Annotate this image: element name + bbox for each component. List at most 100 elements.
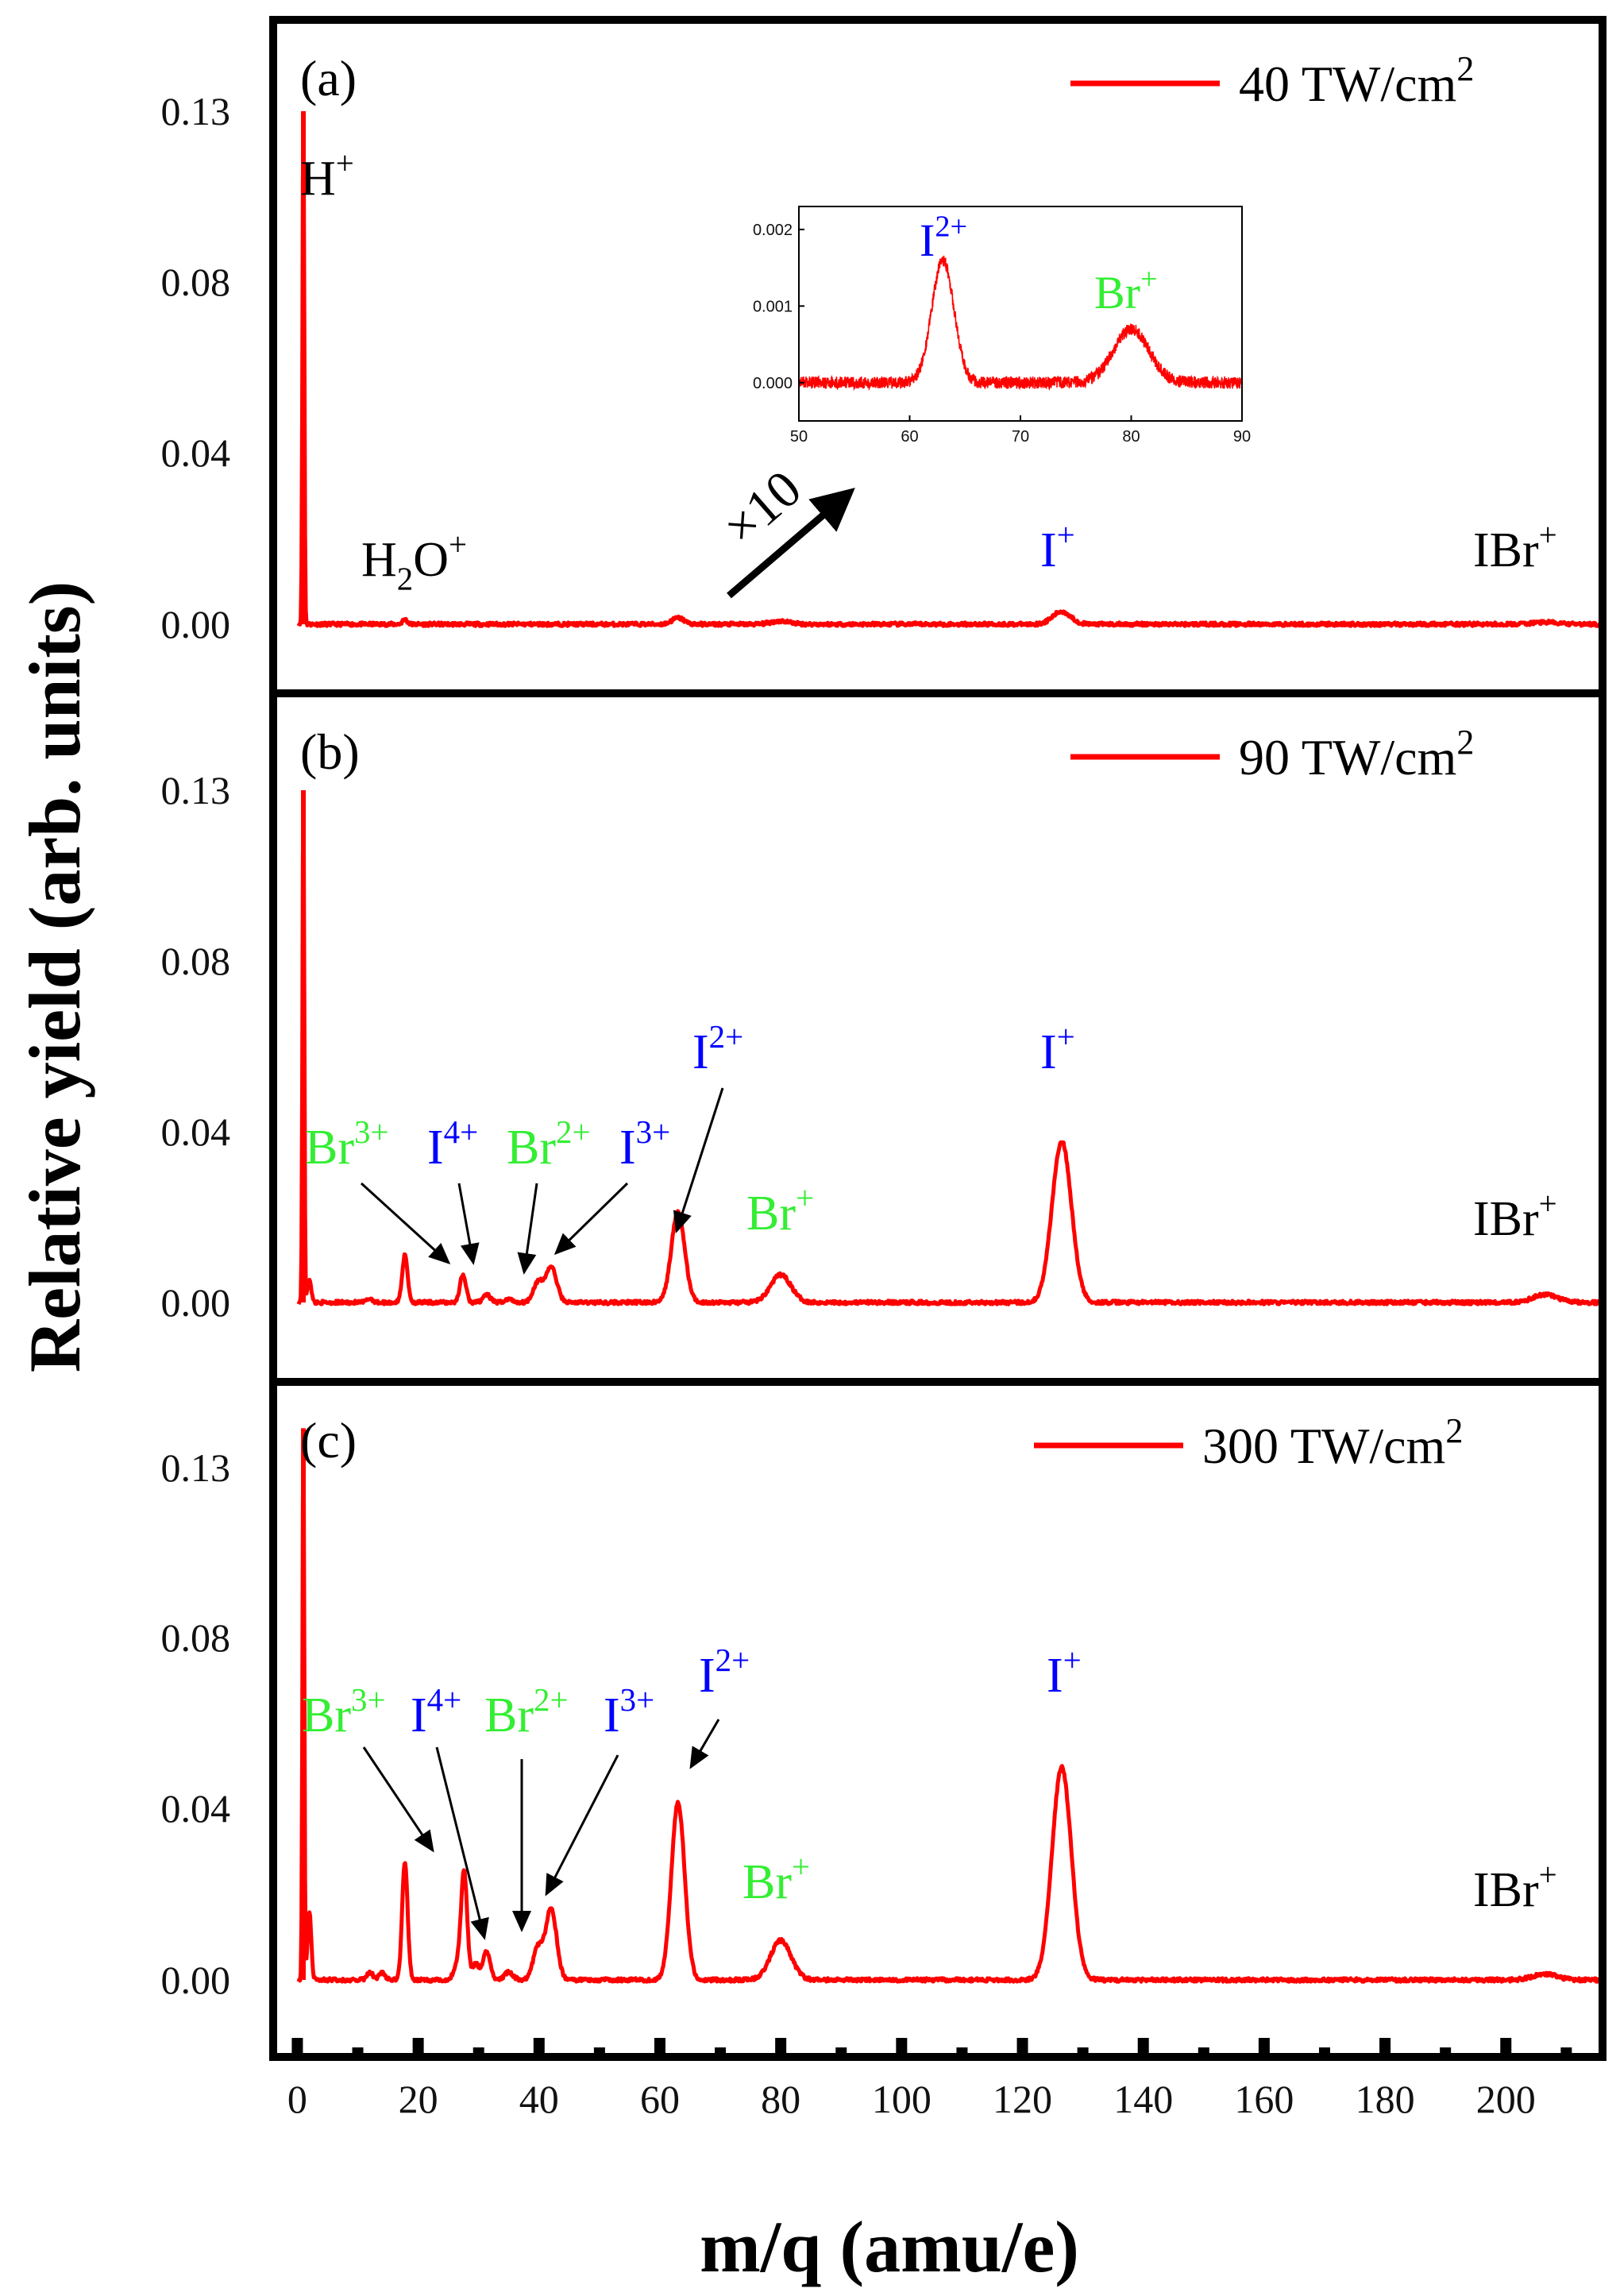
ion-label-sup: + [796,1180,814,1216]
pointer-arrow [689,1719,720,1769]
ion-label-base: I [920,214,935,266]
ion-label: H2O+ [361,527,467,596]
inset-x-tick-label: 80 [1122,428,1140,446]
ion-label-sup: 3+ [351,1682,386,1718]
pointer-arrow [360,1182,451,1265]
y-tick-label: 0.08 [161,1615,231,1660]
panel-label: (c) [300,1412,357,1468]
ion-label-base: I [1040,523,1057,577]
ion-label-base: I [604,1688,620,1742]
ion-label-base: I [1047,1649,1063,1703]
spectrum-trace [296,1445,1604,1984]
ion-label-sup: 2+ [556,1114,591,1150]
ion-label: Br+ [746,1180,814,1241]
ion-label: I2+ [699,1642,750,1703]
legend-text-sup: 2 [1456,49,1474,88]
panel-frame [269,689,1606,1386]
ion-label-base: I [692,1025,709,1079]
pointer-arrow [457,1183,480,1265]
inset-x-tick-label: 60 [901,428,918,446]
ion-label-sup: + [449,527,467,562]
y-tick-label: 0.00 [161,1280,231,1325]
ion-label-base: I [699,1649,716,1703]
inset-x-tick-label: 70 [1012,428,1029,446]
x-tick-label: 60 [640,2077,680,2121]
inset-x-tick-label: 50 [790,428,808,446]
ion-label-rest: O [413,533,449,587]
ion-label: I2+ [920,210,967,266]
ion-label: I3+ [619,1114,670,1175]
inset-frame [798,206,1243,422]
x-tick-label: 140 [1113,2077,1173,2121]
ion-label-sup: 2+ [709,1019,744,1055]
ion-label-base: IBr [1473,1863,1539,1917]
ion-label-base: Br [302,1688,351,1742]
ion-label-sup: 2+ [935,210,967,244]
ion-label-base: Br [1094,267,1140,318]
x-tick-label: 120 [993,2077,1052,2121]
y-tick-label: 0.00 [161,1958,231,2002]
ion-label: I+ [1040,1019,1075,1079]
ion-label-sub: 2 [397,561,413,596]
y-tick-label: 0.04 [161,1109,231,1154]
ion-label: I4+ [411,1682,461,1742]
ion-label-sup: + [336,145,354,181]
ion-label-base: Br [746,1187,796,1241]
ion-label: H+ [300,145,354,206]
pointer-arrow [545,1754,619,1897]
ion-label-sup: 3+ [636,1114,671,1150]
inset-trace [798,255,1243,392]
ion-label-sup: + [1140,263,1158,296]
x-axis: 0 20 40 60 80 100 120 140 160 180 200 [287,2038,1572,2121]
magnify-label: ×10 [712,459,812,557]
legend-text-base: 40 TW/cm [1239,56,1456,112]
ion-label: Br3+ [302,1682,386,1742]
y-axis-title: Relative yield (arb. units) [14,581,95,1373]
x-tick-label: 80 [761,2077,800,2121]
y-tick-label: 0.08 [161,260,231,304]
ion-label-sup: 2+ [716,1642,750,1678]
ion-label: Br+ [1094,263,1158,318]
panel-label: (a) [300,50,357,106]
ion-label: I2+ [692,1019,743,1079]
y-tick-label: 0.13 [161,1445,231,1490]
ion-label-base: I [619,1121,636,1175]
ion-label-sup: + [1539,1857,1557,1893]
x-tick-label: 100 [872,2077,932,2121]
y-tick-label: 0.00 [161,602,231,646]
ion-label: Br2+ [484,1682,569,1742]
ion-label: I4+ [427,1114,478,1175]
panel-frame [269,1378,1606,2061]
pointer-arrow [517,1183,538,1275]
legend-text-sup: 2 [1445,1411,1463,1450]
ion-label-base: H [361,533,397,587]
spectrum-trace [296,805,1604,1306]
ion-label: I+ [1040,517,1075,577]
ion-label-base: Br [305,1121,354,1175]
x-tick-label: 20 [399,2077,438,2121]
x-tick-label: 200 [1476,2077,1536,2121]
ion-label-sup: 4+ [444,1114,479,1150]
inset-y-tick-label: 0.001 [753,298,793,315]
ion-label-base: I [1040,1025,1057,1079]
ion-label-sup: + [1057,517,1075,553]
ion-label-base: Br [742,1855,792,1909]
x-tick-label: 160 [1234,2077,1294,2121]
y-tick-label: 0.04 [161,1786,231,1831]
ion-label: I+ [1047,1642,1082,1703]
pointer-arrow [362,1746,434,1853]
ion-label-base: Br [507,1121,556,1175]
ion-label-sup: 4+ [427,1682,462,1718]
pointer-arrow [554,1182,629,1256]
ion-label-sup: 3+ [620,1682,655,1718]
ion-label-sup: + [792,1849,810,1885]
ion-label-sup: + [1063,1642,1082,1678]
spectrum-trace [296,127,1605,628]
ion-label-base: IBr [1473,523,1539,577]
legend-text-base: 90 TW/cm [1239,729,1456,785]
ion-label: Br2+ [507,1114,591,1175]
